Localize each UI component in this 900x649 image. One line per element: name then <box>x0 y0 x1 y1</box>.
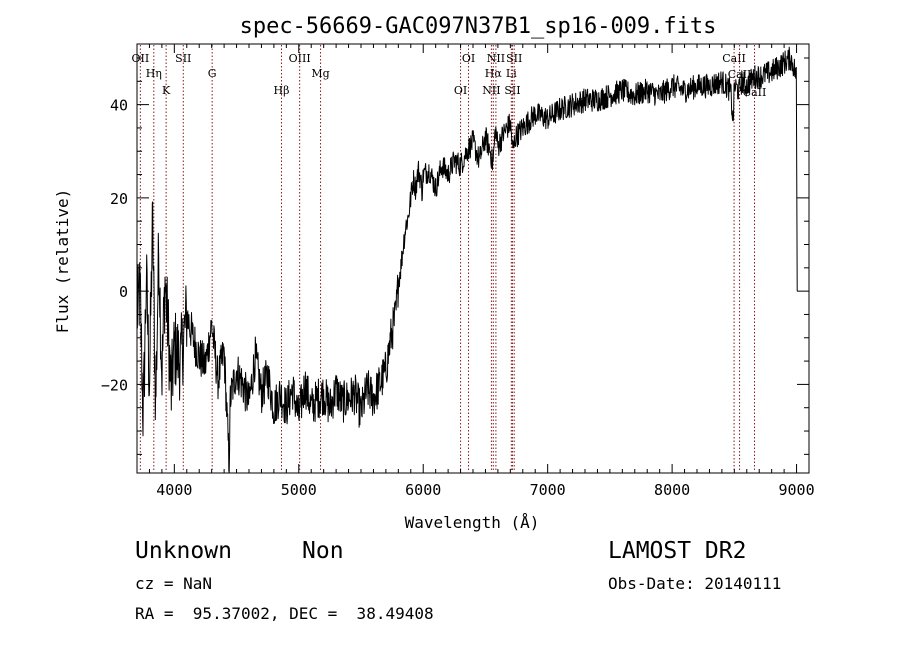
emission-marker-label-7: Mg <box>311 67 329 80</box>
emission-marker-label-1: Hη <box>146 67 162 80</box>
survey-label: LAMOST DR2 <box>608 538 747 564</box>
emission-marker-label-12: NII <box>487 52 505 65</box>
emission-marker-label-13: Li <box>506 67 517 80</box>
emission-marker-label-15: SII <box>506 52 522 65</box>
cz-value: cz = NaN <box>135 574 213 593</box>
obs-date: Obs-Date: 20140111 <box>608 574 782 593</box>
spectrum-line <box>136 46 798 474</box>
emission-marker-label-10: Hα <box>485 67 503 80</box>
emission-marker-label-11: NII <box>482 84 500 97</box>
x-tick-label-0: 4000 <box>156 481 192 499</box>
emission-marker-label-8: OI <box>454 84 467 97</box>
emission-marker-label-14: SII <box>504 84 520 97</box>
emission-marker-label-2: K <box>162 84 171 97</box>
y-tick-label-0: −20 <box>101 376 128 394</box>
x-tick-label-3: 7000 <box>530 481 566 499</box>
axis-ticks: 4000 5000 6000 7000 8000 9000 −20 0 20 40 <box>101 44 815 499</box>
x-tick-label-4: 8000 <box>654 481 690 499</box>
y-tick-label-2: 20 <box>110 190 128 208</box>
x-tick-label-2: 6000 <box>405 481 441 499</box>
absorption-marker-label-0: CaII <box>722 52 746 65</box>
emission-marker-label-6: OIII <box>289 52 311 65</box>
absorption-marker-label-1: CaII <box>728 68 752 81</box>
emission-marker-label-3: SII <box>175 52 191 65</box>
x-tick-label-5: 9000 <box>778 481 814 499</box>
ra-dec-coords: RA = 95.37002, DEC = 38.49408 <box>135 604 434 623</box>
emission-marker-label-9: OI <box>462 52 475 65</box>
emission-marker-label-5: Hβ <box>274 84 290 97</box>
emission-marker-label-0: OII <box>132 52 150 65</box>
subclass-label: Non <box>302 538 344 564</box>
x-tick-label-1: 5000 <box>281 481 317 499</box>
y-tick-label-3: 40 <box>110 97 128 115</box>
plot-frame <box>136 43 810 474</box>
series-layer <box>136 46 798 474</box>
y-tick-label-1: 0 <box>119 283 128 301</box>
class-label: Unknown <box>135 538 232 564</box>
y-axis-label: Flux (relative) <box>53 189 72 334</box>
chart-title: spec-56669-GAC097N37B1_sp16-009.fits <box>240 14 717 39</box>
x-axis-label: Wavelength (Å) <box>405 513 540 532</box>
emission-marker-label-4: G <box>208 67 217 80</box>
